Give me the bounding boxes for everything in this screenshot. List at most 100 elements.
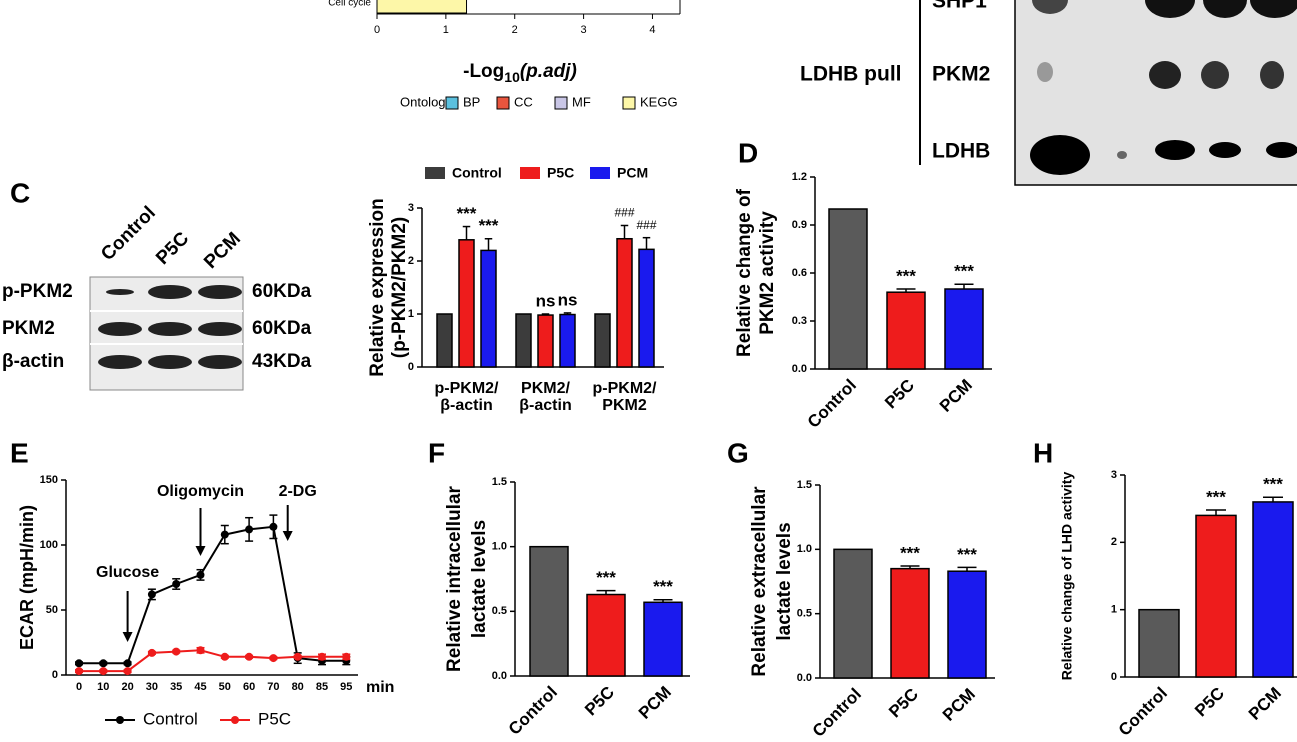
x-tick-label: 20 — [121, 681, 133, 693]
legend-swatch — [554, 96, 568, 110]
x-tick-label: 0 — [76, 681, 82, 693]
annotation-arrowhead — [122, 632, 133, 642]
y-tick-label: 1.2 — [792, 171, 807, 183]
bar — [1252, 501, 1294, 678]
x-tick-label: 45 — [194, 681, 206, 693]
y-tick-label: 50 — [46, 604, 58, 616]
y-tick-label: 1.0 — [492, 541, 507, 553]
y-tick-label: 2 — [1111, 536, 1117, 548]
bar — [537, 314, 554, 368]
x-tick-label: 60 — [243, 681, 255, 693]
significance-label: *** — [954, 262, 974, 281]
point — [342, 652, 351, 661]
x-tick-label: p-PKM2/ — [435, 380, 500, 397]
point — [99, 667, 108, 676]
bar — [559, 313, 576, 368]
legend-swatch — [425, 167, 445, 179]
point — [123, 667, 132, 676]
bar — [828, 208, 868, 370]
significance-label: *** — [653, 577, 673, 596]
x-axis-title-part: -Log — [463, 61, 504, 82]
x-tick-label: PCM — [635, 683, 675, 723]
significance-label: *** — [1263, 475, 1283, 494]
x-tick-label: PKM2 — [602, 397, 647, 414]
blot-band — [148, 355, 192, 369]
point — [75, 667, 83, 676]
x-axis-title-part: (p.adj) — [520, 61, 577, 82]
blot-band — [198, 355, 242, 369]
x-tick-label: 30 — [146, 681, 158, 693]
lane-label: PCM — [200, 228, 245, 273]
legend-label: BP — [463, 94, 480, 109]
legend-label: KEGG — [640, 94, 678, 109]
legend-swatch — [496, 96, 510, 110]
x-tick-label: PCM — [936, 376, 976, 416]
y-tick-label: 3 — [1111, 469, 1117, 481]
bar — [643, 601, 683, 677]
point — [269, 522, 278, 531]
blot-band — [1117, 151, 1127, 159]
y-axis-title: Relative extracellular — [749, 486, 770, 677]
x-axis-title: min — [366, 679, 394, 696]
x-tick-label: P5C — [581, 683, 618, 720]
y-tick-label: 0.0 — [492, 670, 507, 682]
y-tick-label: 1 — [408, 308, 414, 320]
y-tick-label: Cell cycle — [328, 0, 371, 9]
y-tick-label: 3 — [408, 202, 414, 214]
annotation: Glucose — [96, 564, 159, 581]
point — [318, 652, 326, 661]
legend-label: CC — [514, 94, 533, 109]
significance-label: *** — [1206, 487, 1226, 506]
blot-band — [1266, 142, 1297, 158]
point — [147, 648, 156, 657]
y-tick-label: 100 — [40, 539, 58, 551]
x-tick-label: 70 — [267, 681, 279, 693]
x-axis-title-part: 10 — [504, 69, 520, 85]
protein-label: β-actin — [2, 351, 64, 372]
series-line — [79, 649, 347, 673]
x-tick-label: PCM — [1245, 684, 1285, 724]
x-tick-label: P5C — [881, 376, 918, 413]
x-tick-label: Control — [804, 376, 860, 432]
x-tick-label: p-PKM2/ — [593, 380, 658, 397]
y-axis-title: Relative expression — [367, 198, 388, 376]
significance-label: *** — [957, 545, 977, 564]
blot-band — [1260, 61, 1284, 89]
x-tick-label: 0 — [374, 24, 380, 36]
bar — [458, 239, 475, 368]
bar — [586, 593, 626, 677]
bar — [529, 545, 569, 677]
y-tick-label: 0.0 — [792, 363, 807, 375]
bar — [944, 288, 984, 370]
bar — [594, 313, 611, 368]
pull-label: LDHB pull — [800, 63, 901, 86]
bar — [638, 248, 655, 368]
lane-label: P5C — [152, 228, 193, 269]
significance-label: *** — [479, 216, 499, 235]
blot-band — [198, 285, 242, 299]
significance-label: *** — [900, 544, 920, 563]
y-tick-label: 0 — [408, 361, 414, 373]
panel-letter: H — [1033, 437, 1053, 468]
x-tick-label: P5C — [1191, 684, 1228, 721]
x-tick-label: 95 — [340, 681, 352, 693]
point — [123, 659, 132, 668]
panel-letter: C — [10, 177, 30, 208]
x-tick-label: PCM — [939, 685, 979, 725]
blot-band — [98, 322, 142, 336]
significance-label: *** — [596, 568, 616, 587]
x-tick-label: β-actin — [519, 397, 571, 414]
y-tick-label: 0.3 — [792, 315, 807, 327]
x-tick-label: P5C — [885, 685, 922, 722]
legend-title: Ontology — [400, 94, 453, 109]
x-tick-label: 4 — [649, 24, 655, 36]
bar — [1195, 514, 1237, 678]
point — [245, 652, 254, 661]
x-tick-label: Control — [1115, 684, 1171, 740]
y-tick-label: 150 — [40, 474, 58, 486]
x-tick-label: 10 — [97, 681, 109, 693]
y-axis-title: PKM2 activity — [757, 211, 778, 335]
legend-label: MF — [572, 94, 591, 109]
x-tick-label: 50 — [219, 681, 231, 693]
blot-band — [1203, 0, 1247, 18]
